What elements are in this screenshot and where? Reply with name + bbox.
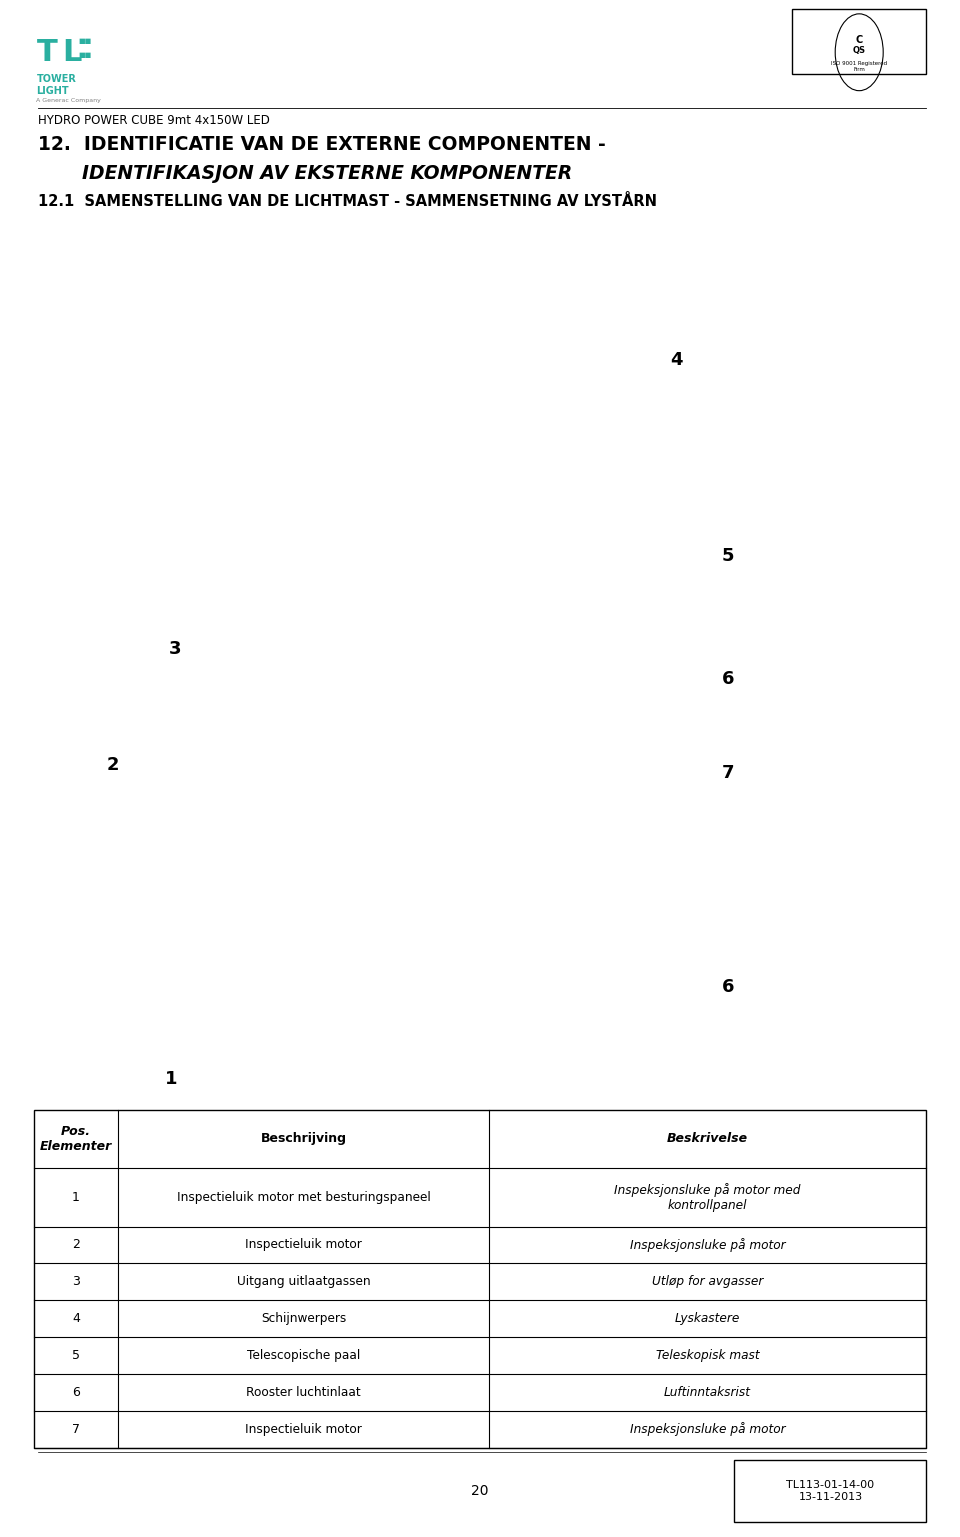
Text: C: C bbox=[855, 35, 863, 46]
Text: ISO 9001 Registered
Firm: ISO 9001 Registered Firm bbox=[831, 61, 887, 72]
Text: 3: 3 bbox=[72, 1276, 80, 1288]
Text: 4: 4 bbox=[72, 1313, 80, 1325]
Text: 7: 7 bbox=[72, 1423, 80, 1436]
Text: LIGHT: LIGHT bbox=[36, 86, 69, 97]
Text: Schijnwerpers: Schijnwerpers bbox=[261, 1313, 347, 1325]
Text: ■■: ■■ bbox=[79, 38, 92, 45]
Text: 6: 6 bbox=[721, 670, 734, 689]
Text: 2: 2 bbox=[72, 1239, 80, 1251]
Text: Inspeksjonsluke på motor: Inspeksjonsluke på motor bbox=[630, 1422, 785, 1437]
Text: L: L bbox=[62, 38, 82, 68]
Text: Rooster luchtinlaat: Rooster luchtinlaat bbox=[247, 1386, 361, 1399]
Text: IDENTIFIKASJON AV EKSTERNE KOMPONENTER: IDENTIFIKASJON AV EKSTERNE KOMPONENTER bbox=[82, 164, 572, 183]
Bar bbox=[792, 9, 926, 74]
Text: Inspectieluik motor: Inspectieluik motor bbox=[246, 1423, 362, 1436]
Text: 7: 7 bbox=[721, 764, 734, 782]
Text: Teleskopisk mast: Teleskopisk mast bbox=[656, 1349, 759, 1362]
Text: 2: 2 bbox=[107, 756, 120, 775]
Text: Inspectieluik motor met besturingspaneel: Inspectieluik motor met besturingspaneel bbox=[177, 1191, 430, 1203]
Text: ■■: ■■ bbox=[79, 52, 92, 58]
Text: Utløp for avgasser: Utløp for avgasser bbox=[652, 1276, 763, 1288]
Text: 20: 20 bbox=[471, 1483, 489, 1499]
Text: 12.1  SAMENSTELLING VAN DE LICHTMAST - SAMMENSETNING AV LYSTÅRN: 12.1 SAMENSTELLING VAN DE LICHTMAST - SA… bbox=[38, 194, 658, 209]
Bar bbox=[734, 1460, 926, 1522]
Text: Uitgang uitlaatgassen: Uitgang uitlaatgassen bbox=[237, 1276, 371, 1288]
Text: HYDRO POWER CUBE 9mt 4x150W LED: HYDRO POWER CUBE 9mt 4x150W LED bbox=[38, 114, 271, 126]
Text: TL113-01-14-00
13-11-2013: TL113-01-14-00 13-11-2013 bbox=[786, 1480, 875, 1502]
Text: Inspeksjonsluke på motor med
kontrollpanel: Inspeksjonsluke på motor med kontrollpan… bbox=[614, 1183, 801, 1211]
Text: 4: 4 bbox=[670, 350, 684, 369]
Text: TOWER: TOWER bbox=[36, 74, 77, 85]
Text: 12.  IDENTIFICATIE VAN DE EXTERNE COMPONENTEN -: 12. IDENTIFICATIE VAN DE EXTERNE COMPONE… bbox=[38, 135, 606, 154]
Text: A Generac Company: A Generac Company bbox=[36, 98, 102, 103]
Text: 5: 5 bbox=[721, 547, 734, 566]
Text: T: T bbox=[36, 38, 58, 68]
Text: 6: 6 bbox=[72, 1386, 80, 1399]
Bar bbox=[38, 277, 926, 1084]
Text: 1: 1 bbox=[164, 1070, 178, 1088]
Text: 1: 1 bbox=[72, 1191, 80, 1203]
Text: 3: 3 bbox=[168, 639, 181, 658]
Bar bbox=[34, 1110, 926, 1448]
Text: Inspeksjonsluke på motor: Inspeksjonsluke på motor bbox=[630, 1237, 785, 1253]
Text: Lyskastere: Lyskastere bbox=[675, 1313, 740, 1325]
Text: Beskrivelse: Beskrivelse bbox=[667, 1133, 748, 1145]
Text: Pos.
Elementer: Pos. Elementer bbox=[40, 1125, 112, 1153]
Text: QS: QS bbox=[852, 46, 866, 55]
Text: 6: 6 bbox=[721, 978, 734, 996]
Text: Inspectieluik motor: Inspectieluik motor bbox=[246, 1239, 362, 1251]
Text: Beschrijving: Beschrijving bbox=[261, 1133, 347, 1145]
Text: Telescopische paal: Telescopische paal bbox=[247, 1349, 360, 1362]
Text: 5: 5 bbox=[72, 1349, 80, 1362]
Text: Luftinntaksrist: Luftinntaksrist bbox=[664, 1386, 751, 1399]
